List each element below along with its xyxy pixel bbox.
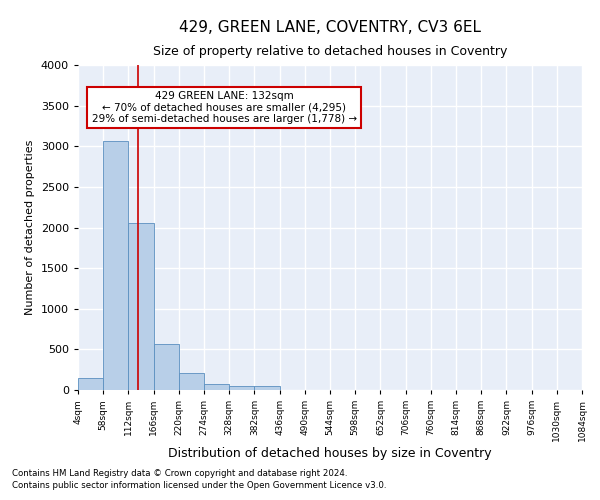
Bar xyxy=(103,142,128,390)
Text: Size of property relative to detached houses in Coventry: Size of property relative to detached ho… xyxy=(153,45,507,58)
Bar xyxy=(254,386,280,390)
Text: 429 GREEN LANE: 132sqm
← 70% of detached houses are smaller (4,295)
29% of semi-: 429 GREEN LANE: 132sqm ← 70% of detached… xyxy=(92,91,357,124)
Bar xyxy=(128,222,154,390)
Bar xyxy=(179,373,204,390)
Bar xyxy=(78,378,103,390)
X-axis label: Distribution of detached houses by size in Coventry: Distribution of detached houses by size … xyxy=(168,446,492,460)
Bar xyxy=(204,384,229,390)
Text: Contains public sector information licensed under the Open Government Licence v3: Contains public sector information licen… xyxy=(12,481,386,490)
Bar xyxy=(154,344,179,390)
Y-axis label: Number of detached properties: Number of detached properties xyxy=(25,140,35,315)
Bar xyxy=(229,386,254,390)
Text: Contains HM Land Registry data © Crown copyright and database right 2024.: Contains HM Land Registry data © Crown c… xyxy=(12,468,347,477)
Text: 429, GREEN LANE, COVENTRY, CV3 6EL: 429, GREEN LANE, COVENTRY, CV3 6EL xyxy=(179,20,481,35)
